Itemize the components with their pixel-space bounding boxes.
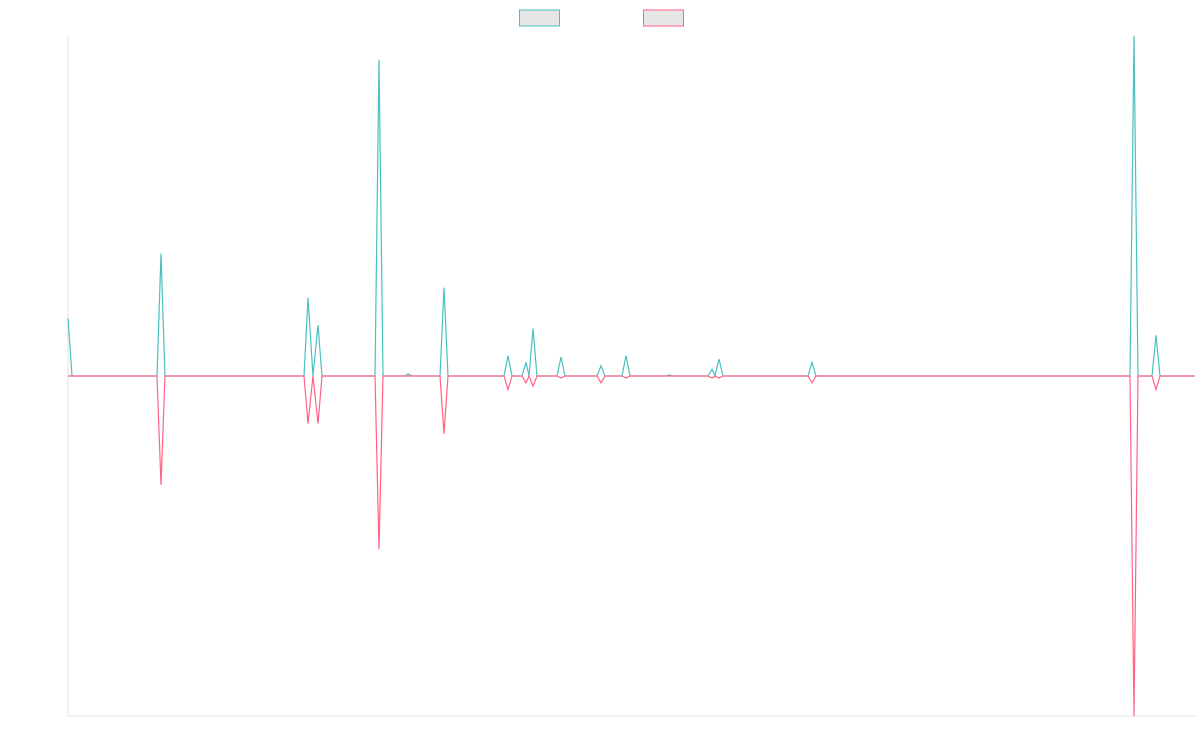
series-line (67, 35, 1195, 378)
legend-swatch (643, 9, 684, 27)
series-line (68, 374, 1195, 717)
legend-swatch (519, 9, 560, 27)
